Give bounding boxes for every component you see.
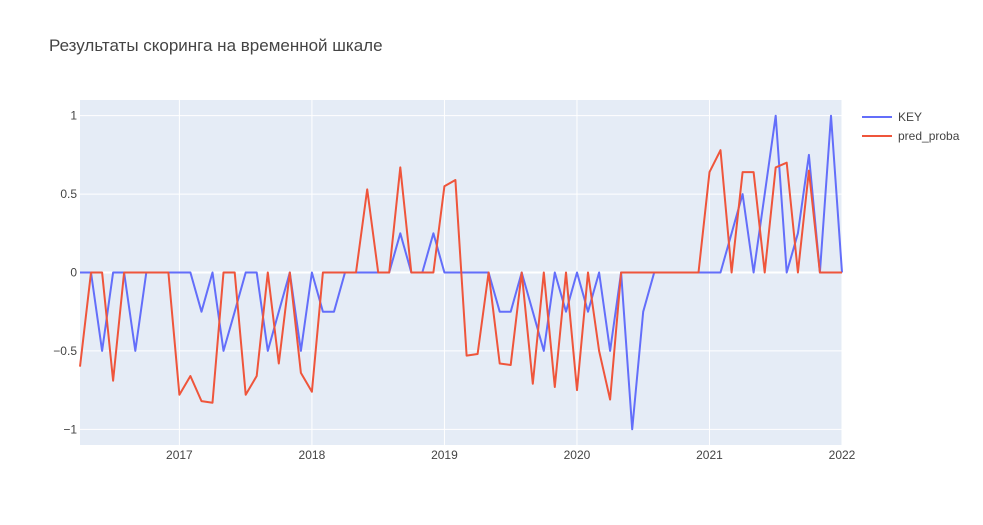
series-line-pred-proba	[79, 149, 842, 404]
x-tick-label: 2021	[696, 448, 723, 462]
legend[interactable]: KEY pred_proba	[862, 110, 960, 143]
y-tick-label: −0.5	[53, 344, 77, 358]
y-tick-label: 0	[70, 266, 77, 280]
x-tick-label: 2020	[564, 448, 591, 462]
y-tick-label: −1	[63, 422, 77, 436]
y-tick-label: 1	[70, 109, 77, 123]
x-tick-label: 2019	[431, 448, 458, 462]
x-axis-ticks: 2017 2018 2019 2020 2021 2022	[166, 448, 856, 462]
chart-title: Результаты скоринга на временной шкале	[49, 36, 383, 55]
legend-item-pred-proba[interactable]: pred_proba	[862, 129, 960, 143]
legend-label: KEY	[898, 110, 922, 124]
x-tick-label: 2017	[166, 448, 193, 462]
legend-label: pred_proba	[898, 129, 960, 143]
legend-item-key[interactable]: KEY	[862, 110, 922, 124]
y-tick-label: 0.5	[60, 187, 77, 201]
x-tick-label: 2018	[299, 448, 326, 462]
x-tick-label: 2022	[829, 448, 856, 462]
series-lines	[79, 114, 843, 431]
y-axis-ticks: 1 0.5 0 −0.5 −1	[53, 109, 77, 437]
